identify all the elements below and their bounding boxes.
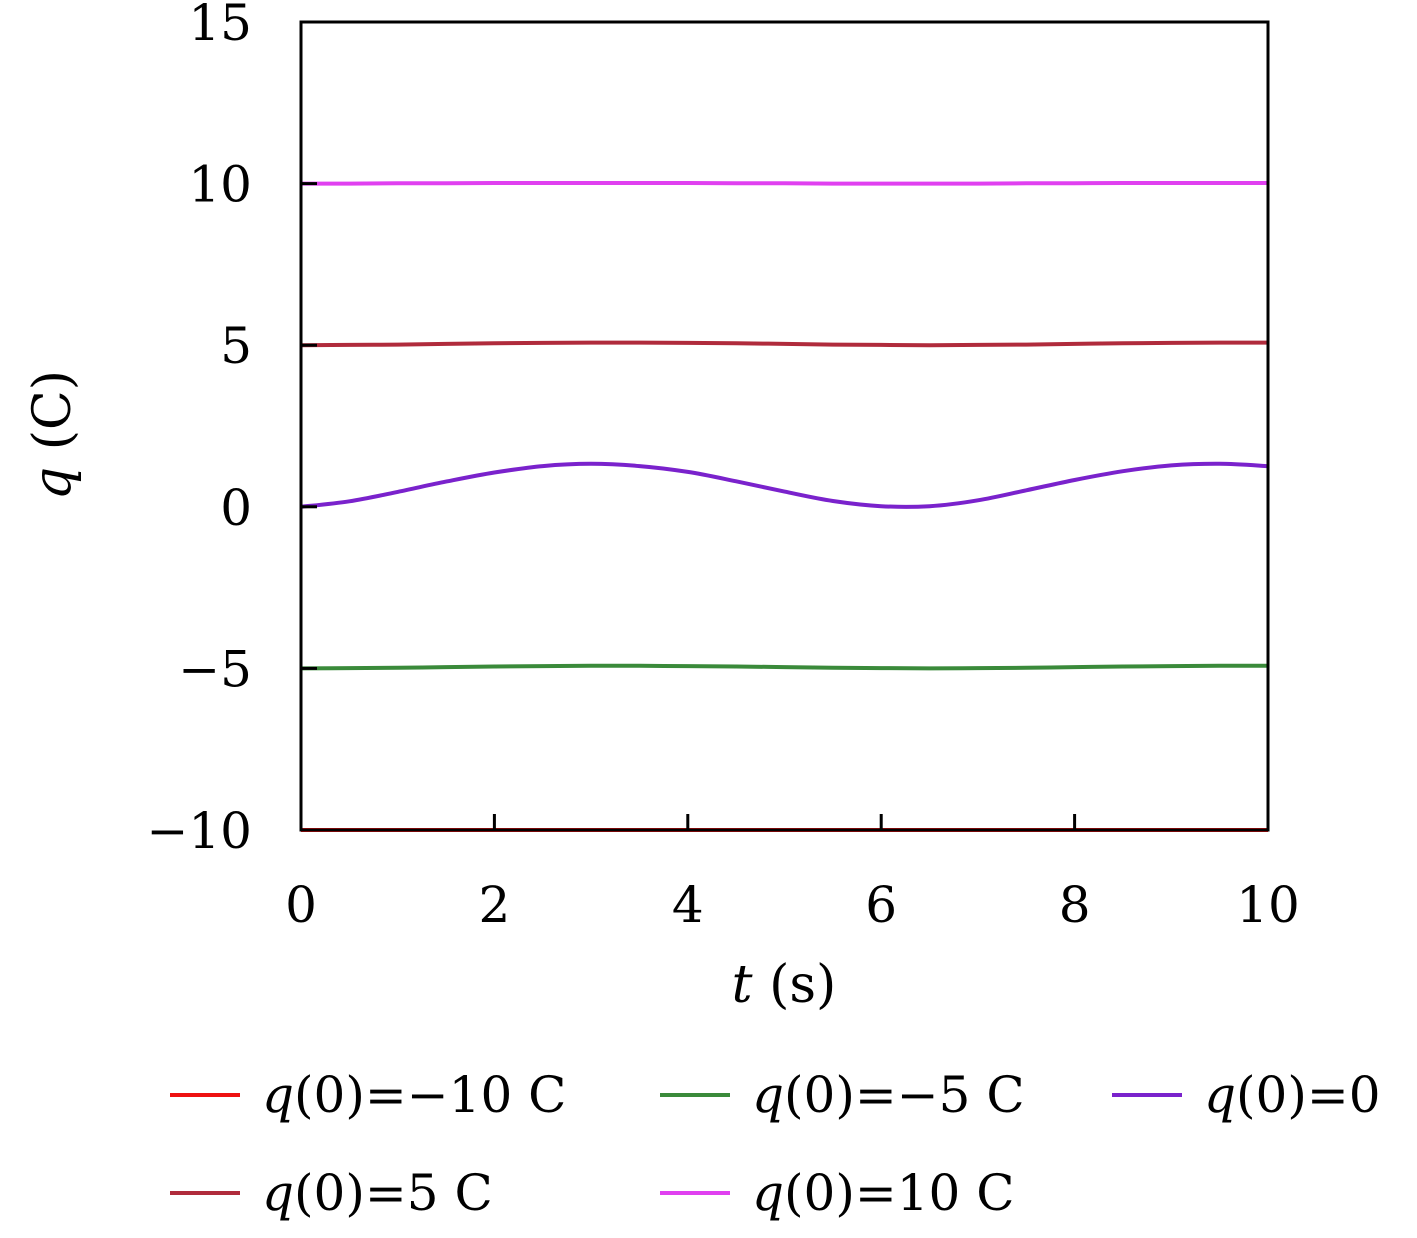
x-tick-label: 4 [672, 876, 704, 934]
y-axis-label: q (C) [23, 370, 83, 500]
x-tick-label: 8 [1059, 876, 1091, 934]
series-line [300, 663, 1268, 671]
legend: q(0)=−10 C q(0)=−5 C q(0)=0 q(0)=5 C q(0)=10… [170, 1066, 1381, 1222]
y-tick-label: −5 [178, 640, 252, 698]
y-tick-label: −10 [146, 802, 252, 860]
y-axis-variable: q [23, 467, 83, 500]
legend-entry: q(0)=5 C [170, 1164, 493, 1222]
tick-labels-layer: 0 2 4 6 8 10 −10 −5 0 5 10 15 [146, 0, 1299, 934]
legend-entry: q(0)=0 [1112, 1066, 1381, 1124]
series-layer [300, 180, 1269, 832]
y-tick-label: 0 [220, 479, 252, 537]
y-axis-unit: (C) [23, 370, 83, 450]
series-line [300, 180, 1268, 186]
legend-label: q(0)=10 C [752, 1164, 1015, 1222]
plot-frame [299, 20, 1270, 832]
y-tick-label: 5 [220, 317, 252, 375]
series-line [300, 340, 1268, 348]
legend-entry: q(0)=10 C [660, 1164, 1015, 1222]
x-tick-label: 10 [1236, 876, 1300, 934]
series-line [300, 461, 1269, 509]
legend-label: q(0)=5 C [262, 1164, 493, 1222]
x-axis-unit: (s) [769, 955, 836, 1015]
x-tick-label: 0 [285, 876, 317, 934]
x-axis-label: t (s) [732, 955, 837, 1015]
ticks-layer [299, 20, 1270, 832]
x-tick-label: 6 [865, 876, 897, 934]
x-tick-label: 2 [478, 876, 510, 934]
legend-label: q(0)=−5 C [752, 1066, 1025, 1124]
y-tick-label: 10 [188, 156, 252, 214]
legend-entry: q(0)=−10 C [170, 1066, 566, 1124]
legend-entry: q(0)=−5 C [660, 1066, 1025, 1124]
legend-label: q(0)=0 [1204, 1066, 1381, 1124]
x-axis-variable: t [732, 955, 753, 1015]
y-tick-label: 15 [188, 0, 252, 52]
legend-label: q(0)=−10 C [262, 1066, 566, 1124]
